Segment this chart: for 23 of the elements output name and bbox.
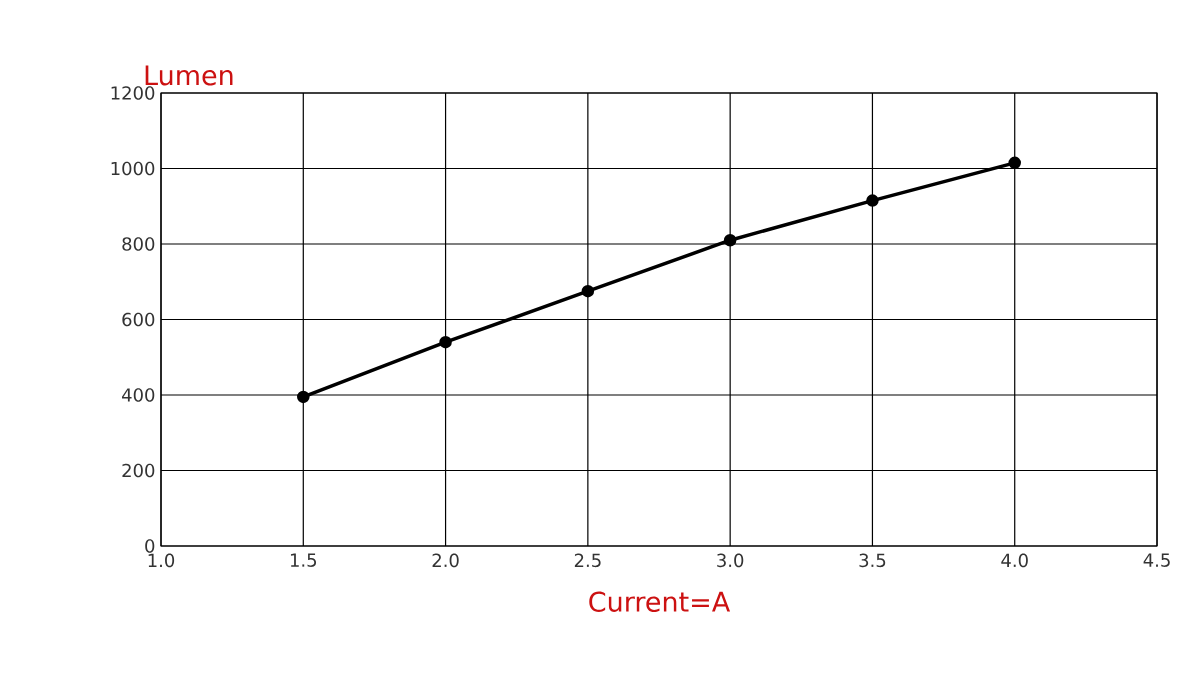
x-tick-label: 3.0 — [717, 553, 744, 568]
x-tick-label: 4.0 — [1001, 553, 1028, 568]
point — [1008, 156, 1021, 170]
x-tick-label: 1.0 — [148, 553, 175, 568]
x-tick-label: 1.5 — [290, 553, 317, 567]
y-axis-title: Lumen — [145, 65, 233, 86]
x-axis-title: Current=A — [589, 591, 731, 612]
y-tick-label: 800 — [122, 237, 155, 251]
point — [297, 390, 310, 404]
y-tick-label: 0 — [145, 539, 155, 553]
point — [581, 284, 595, 298]
x-tick-label: 2.0 — [432, 553, 459, 568]
point — [723, 233, 737, 247]
point — [439, 335, 452, 349]
y-tick-label: 400 — [122, 388, 155, 402]
y-tick-label: 200 — [122, 463, 155, 478]
y-tick-label: 1200 — [111, 86, 155, 100]
y-tick-label: 1000 — [111, 161, 155, 176]
x-tick-label: 2.5 — [574, 553, 601, 568]
y-tick-label: 600 — [122, 312, 155, 327]
x-tick-label: 3.5 — [859, 553, 886, 568]
x-tick-label: 4.5 — [1143, 553, 1170, 567]
point — [866, 194, 879, 207]
